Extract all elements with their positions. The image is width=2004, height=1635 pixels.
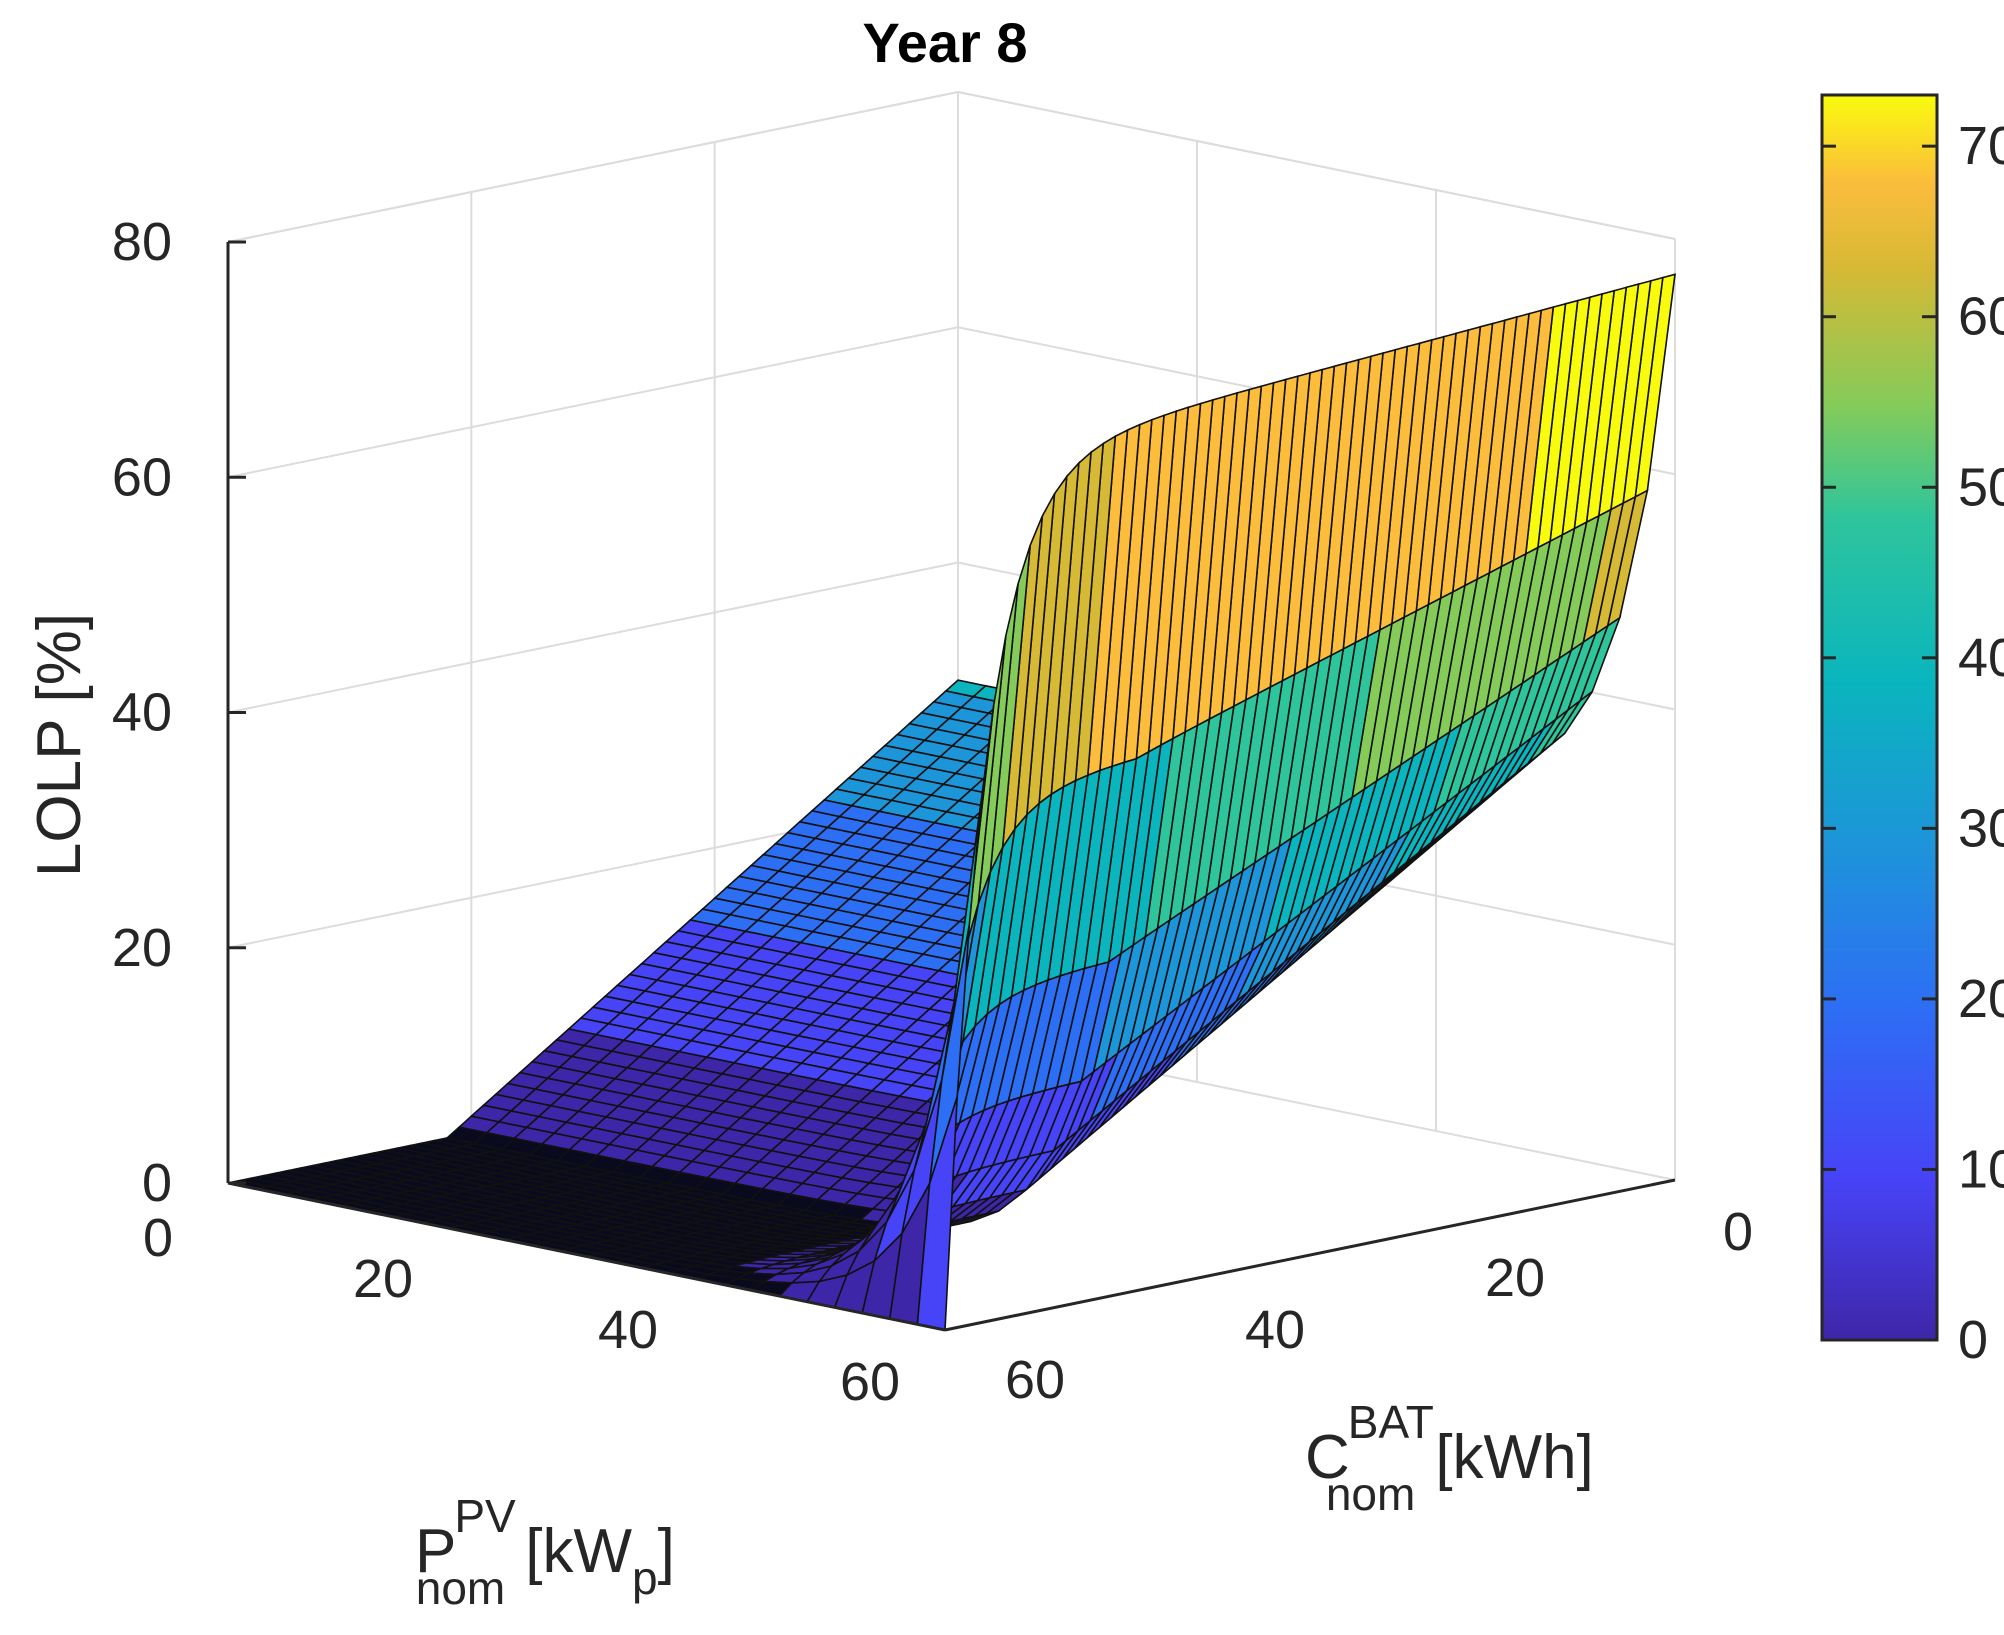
- y-tick-label: 40: [1245, 1300, 1305, 1360]
- x-axis-label: PPV nom [kWp]: [415, 1490, 675, 1614]
- colorbar-tick-label: 70: [1958, 116, 2004, 176]
- chart-title: Year 8: [862, 11, 1027, 74]
- y-label-sub: nom: [1326, 1468, 1415, 1520]
- y-tick-label: 0: [1723, 1202, 1753, 1262]
- y-axis-label: CBAT nom [kWh]: [1305, 1396, 1594, 1520]
- z-tick-label: 80: [112, 212, 172, 272]
- z-tick-label: 40: [112, 683, 172, 743]
- z-tick-label: 0: [142, 1153, 172, 1213]
- colorbar: [1820, 93, 1939, 1342]
- x-label-base: P: [415, 1517, 456, 1586]
- y-tick-labels: 0 20 40 60: [1005, 1202, 1753, 1410]
- colorbar-tick-label: 30: [1958, 798, 2004, 858]
- z-tick-label: 20: [112, 918, 172, 978]
- x-label-unit-post: ]: [658, 1517, 675, 1586]
- y-label-sup: BAT: [1348, 1396, 1434, 1448]
- z-tick-label: 60: [112, 447, 172, 507]
- colorbar-ticks: 0 10 20 30 40 50 60 70: [1822, 116, 2004, 1370]
- z-axis-label: LOLP [%]: [25, 613, 94, 877]
- colorbar-tick-label: 0: [1958, 1310, 1988, 1370]
- y-tick-label: 20: [1485, 1248, 1545, 1308]
- colorbar-tick-label: 40: [1958, 628, 2004, 688]
- y-tick-label: 60: [1005, 1350, 1065, 1410]
- x-label-unit: [kW: [525, 1517, 632, 1586]
- colorbar-tick-label: 10: [1958, 1139, 2004, 1199]
- x-label-sup: PV: [454, 1490, 516, 1542]
- x-tick-label: 0: [143, 1208, 173, 1268]
- colorbar-tick-label: 60: [1958, 287, 2004, 347]
- z-tick-labels: 0 20 40 60 80: [112, 212, 172, 1213]
- y-label-base: C: [1305, 1423, 1350, 1492]
- x-tick-label: 20: [353, 1249, 413, 1309]
- colorbar-tick-label: 50: [1958, 457, 2004, 517]
- x-label-sub: nom: [416, 1562, 505, 1614]
- axes-lines: [226, 240, 1676, 1332]
- x-tick-label: 40: [598, 1300, 658, 1360]
- colorbar-tick-label: 20: [1958, 969, 2004, 1029]
- surface: [227, 273, 1676, 1331]
- x-tick-label: 60: [840, 1352, 900, 1412]
- x-label-unit-sub: p: [632, 1552, 658, 1604]
- y-label-unit: [kWh]: [1435, 1423, 1593, 1492]
- x-tick-labels: 0 20 40 60: [143, 1208, 900, 1412]
